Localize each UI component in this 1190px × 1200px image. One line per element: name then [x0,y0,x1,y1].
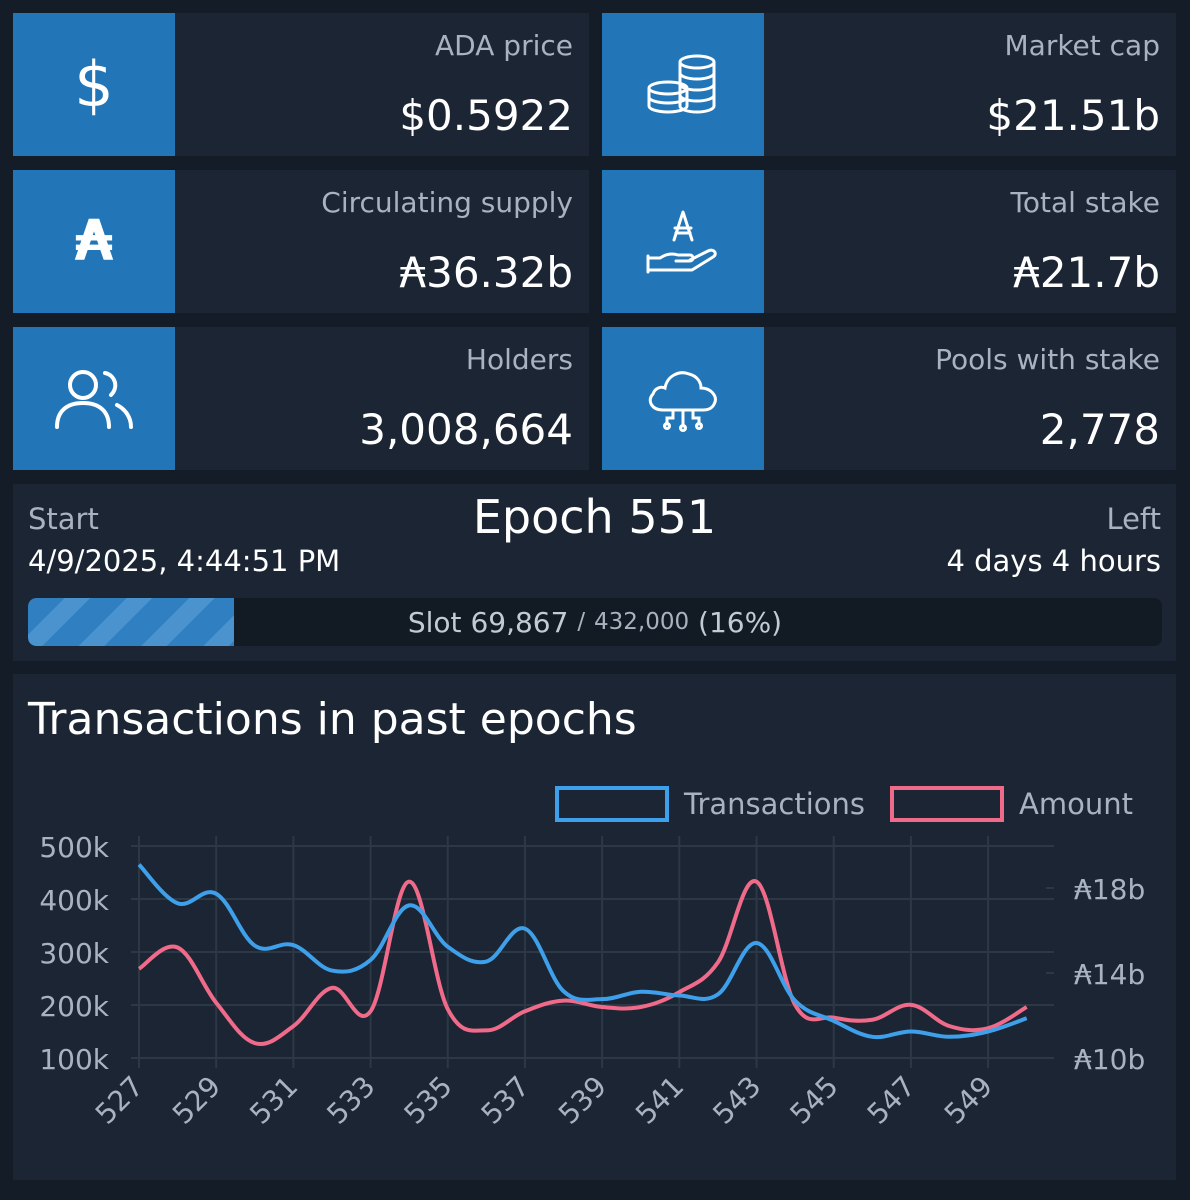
stat-card-pools-with-stake: Pools with stake 2,778 [602,327,1176,470]
x-tick-label: 533 [320,1070,381,1131]
stat-label: Total stake [1010,186,1160,219]
stat-value: ₳21.7b [1013,248,1160,297]
x-tick-label: 529 [166,1070,227,1131]
legend-swatch-amount [890,786,1004,822]
stat-label: Holders [465,343,573,376]
cloud-network-icon [648,370,717,432]
y-left-tick-label: 500k [39,831,109,864]
epoch-panel: Start 4/9/2025, 4:44:51 PM Epoch 551 Lef… [13,484,1176,661]
legend-swatch-transactions [555,786,669,822]
chart-title: Transactions in past epochs [28,694,637,745]
y-right-tick-label: ₳14b [1074,958,1145,991]
stat-value: $21.51b [986,91,1160,140]
x-tick-label: 527 [89,1070,150,1131]
epoch-progress-bar: Slot 69,867 / 432,000 (16%) [28,598,1162,646]
stat-icon-box: ₳ [13,170,175,313]
stat-label: Market cap [1004,29,1160,62]
epoch-progress-fill [28,598,234,646]
dollar-icon: $ [74,47,114,121]
epoch-left-value: 4 days 4 hours [946,544,1161,578]
y-left-tick-label: 300k [39,937,109,970]
epoch-title: Epoch 551 [472,490,717,544]
slot-label: Slot 69,867 [407,605,569,639]
epoch-progress-text: Slot 69,867 / 432,000 (16%) [28,598,1162,646]
x-tick-label: 549 [938,1070,999,1131]
coins-stack-icon [647,54,716,113]
x-tick-label: 537 [475,1070,536,1131]
x-tick-label: 547 [861,1070,922,1131]
stat-card-ada-price: $ ADA price $0.5922 [13,13,589,156]
epoch-start-label: Start [28,502,99,536]
stat-label: Pools with stake [935,343,1160,376]
hand-ada-icon [646,210,717,273]
y-right-tick-label: ₳18b [1074,873,1145,906]
stat-value: $0.5922 [399,91,573,140]
stat-value: ₳36.32b [399,248,573,297]
series-line-amount [137,879,1028,1047]
stat-value: 3,008,664 [359,405,573,454]
x-tick-label: 531 [243,1070,304,1131]
y-right-tick-label: ₳10b [1074,1043,1145,1076]
stat-icon-box [602,13,764,156]
y-left-tick-label: 400k [39,884,109,917]
series-line-transactions [137,863,1028,1040]
stat-card-circulating-supply: ₳ Circulating supply ₳36.32b [13,170,589,313]
transactions-chart-panel: Transactions in past epochs 500k 400k 300k… [13,674,1176,1180]
stat-icon-box [602,327,764,470]
x-tick-label: 545 [784,1070,845,1131]
y-left-tick-label: 100k [39,1043,109,1076]
legend-label-transactions: Transactions [683,787,865,821]
stat-icon-box [602,170,764,313]
ada-icon: ₳ [74,208,114,274]
slot-separator: / [577,609,586,635]
y-left-tick-label: 200k [39,990,109,1023]
epoch-start-date: 4/9/2025, 4:44:51 PM [28,544,341,578]
stat-icon-box: $ [13,13,175,156]
slot-percent: (16%) [698,605,783,639]
stat-label: Circulating supply [321,186,573,219]
stat-card-total-stake: Total stake ₳21.7b [602,170,1176,313]
stat-label: ADA price [435,29,573,62]
stat-card-holders: Holders 3,008,664 [13,327,589,470]
x-tick-label: 541 [629,1070,690,1131]
stat-icon-box [13,327,175,470]
x-tick-label: 535 [398,1070,459,1131]
x-tick-label: 539 [552,1070,613,1131]
stat-value: 2,778 [1039,405,1160,454]
legend-label-amount: Amount [1019,787,1133,821]
stat-card-market-cap: Market cap $21.51b [602,13,1176,156]
slot-total: 432,000 [593,609,690,635]
x-tick-label: 543 [706,1070,767,1131]
epoch-left-label: Left [1106,502,1161,536]
users-icon [55,369,133,429]
